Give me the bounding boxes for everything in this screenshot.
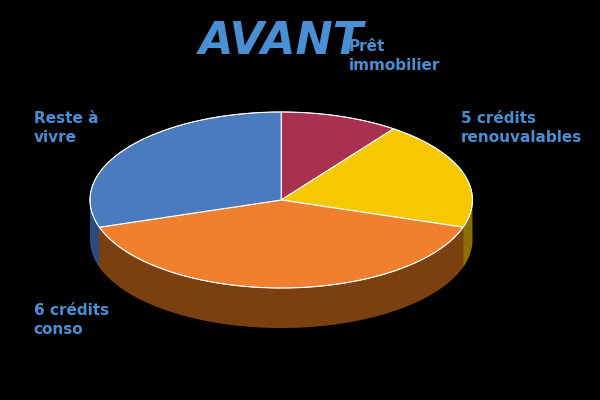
Text: 5 crédits
renouvalables: 5 crédits renouvalables <box>461 111 583 145</box>
Polygon shape <box>281 227 463 267</box>
Ellipse shape <box>90 152 472 328</box>
Polygon shape <box>100 227 281 267</box>
Text: Prêt
immobilier: Prêt immobilier <box>349 39 440 73</box>
Polygon shape <box>100 200 463 288</box>
Polygon shape <box>100 227 463 328</box>
Polygon shape <box>463 199 472 267</box>
Polygon shape <box>100 227 281 267</box>
Text: AVANT: AVANT <box>199 20 364 63</box>
Text: Reste à
vivre: Reste à vivre <box>34 111 98 145</box>
Polygon shape <box>90 112 281 227</box>
Polygon shape <box>281 129 472 227</box>
Polygon shape <box>281 227 463 267</box>
Polygon shape <box>90 199 100 267</box>
Text: 6 crédits
conso: 6 crédits conso <box>34 303 109 337</box>
Polygon shape <box>281 112 394 200</box>
